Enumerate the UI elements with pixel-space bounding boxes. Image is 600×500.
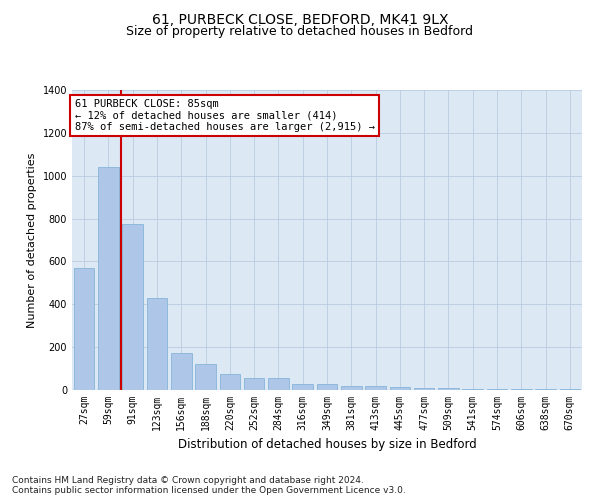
X-axis label: Distribution of detached houses by size in Bedford: Distribution of detached houses by size … [178,438,476,452]
Bar [268,378,289,390]
Bar [244,378,265,390]
Y-axis label: Number of detached properties: Number of detached properties [27,152,37,328]
Bar [365,386,386,390]
Text: Size of property relative to detached houses in Bedford: Size of property relative to detached ho… [127,25,473,38]
Bar [438,388,459,390]
Text: Contains HM Land Registry data © Crown copyright and database right 2024.
Contai: Contains HM Land Registry data © Crown c… [12,476,406,495]
Bar [317,384,337,390]
Text: 61 PURBECK CLOSE: 85sqm
← 12% of detached houses are smaller (414)
87% of semi-d: 61 PURBECK CLOSE: 85sqm ← 12% of detache… [74,99,374,132]
Bar [487,389,508,390]
Bar [389,387,410,390]
Bar [98,167,119,390]
Bar [122,224,143,390]
Bar [560,389,580,390]
Bar [220,374,240,390]
Bar [74,268,94,390]
Bar [341,386,362,390]
Bar [292,384,313,390]
Bar [463,389,483,390]
Bar [146,298,167,390]
Bar [195,364,216,390]
Bar [535,389,556,390]
Bar [414,388,434,390]
Text: 61, PURBECK CLOSE, BEDFORD, MK41 9LX: 61, PURBECK CLOSE, BEDFORD, MK41 9LX [152,12,448,26]
Bar [171,352,191,390]
Bar [511,389,532,390]
